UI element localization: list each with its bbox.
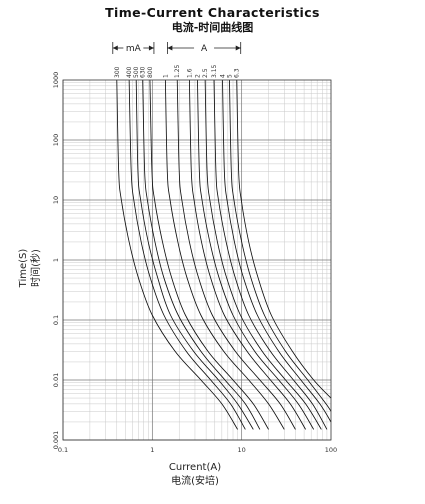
curve-630	[142, 79, 261, 430]
x-axis-label-cn: 电流(安培)	[171, 474, 219, 487]
y-axis-label: Time(S)	[18, 249, 29, 289]
curve-1.25	[176, 79, 296, 430]
rating-label-3.15: 3.15	[211, 64, 218, 78]
bracket-label-A: A	[201, 44, 208, 54]
x-tick-label: 100	[325, 446, 337, 454]
rating-label-800: 800	[147, 66, 154, 78]
curves	[116, 79, 332, 430]
curve-300	[116, 79, 238, 430]
y-tick-label: 1000	[52, 72, 60, 89]
plot-frame	[62, 79, 332, 441]
rating-label-6.3: 6.3	[234, 68, 241, 78]
bracket-label-mA: mA	[126, 44, 142, 54]
rating-labels: 300 400 500 630 800 1 1.25 1.6 2 2.5 3.15 4 5 6.3	[114, 64, 241, 78]
bracket-arrowhead-left-A	[167, 45, 173, 51]
curve-400	[128, 79, 246, 430]
y-tick-label: 1	[52, 258, 60, 262]
rating-label-4: 4	[219, 74, 226, 78]
x-tick-label: 10	[238, 446, 246, 454]
chart-subtitle: 电流-时间曲线图	[171, 21, 254, 34]
rating-label-500: 500	[133, 66, 140, 78]
curve-500	[135, 79, 254, 430]
rating-label-1: 1	[162, 74, 169, 78]
curve-3.15	[213, 79, 328, 430]
curve-4	[222, 79, 332, 423]
x-tick-label: 0.1	[58, 446, 68, 454]
curve-2	[197, 79, 315, 430]
rating-label-300: 300	[114, 66, 121, 78]
curve-800	[149, 79, 269, 430]
rating-label-400: 400	[126, 66, 133, 78]
chart-title: Time-Current Characteristics	[105, 5, 320, 20]
bracket-arrowhead-right-mA	[148, 45, 154, 51]
rating-label-2.5: 2.5	[202, 68, 209, 78]
bracket-arrowhead-right-A	[235, 45, 241, 51]
range-brackets: mA A	[112, 42, 242, 54]
curve-5	[229, 79, 332, 412]
y-tick-labels: 0.001 0.01 0.1 1 10 100 1000	[52, 72, 60, 450]
rating-label-1.6: 1.6	[186, 68, 193, 78]
x-axis-label: Current(A)	[169, 462, 221, 473]
curve-1.6	[188, 79, 306, 430]
rating-label-630: 630	[140, 66, 147, 78]
y-tick-label: 0.01	[52, 373, 60, 387]
x-tick-label: 1	[150, 446, 154, 454]
curve-2.5	[204, 79, 322, 430]
rating-label-2: 2	[194, 74, 201, 78]
x-tick-labels: 0.1 1 10 100	[58, 446, 337, 454]
y-axis-label-cn: 时间(秒)	[29, 249, 42, 287]
y-tick-label: 100	[52, 134, 60, 146]
y-tick-label: 0.1	[52, 315, 60, 325]
curve-1	[164, 79, 285, 430]
rating-label-5: 5	[226, 74, 233, 78]
bracket-arrowhead-left-mA	[112, 45, 118, 51]
curve-6.3	[236, 79, 332, 399]
rating-label-1.25: 1.25	[174, 64, 181, 78]
y-tick-label: 0.001	[52, 431, 60, 450]
y-tick-label: 10	[52, 196, 60, 204]
